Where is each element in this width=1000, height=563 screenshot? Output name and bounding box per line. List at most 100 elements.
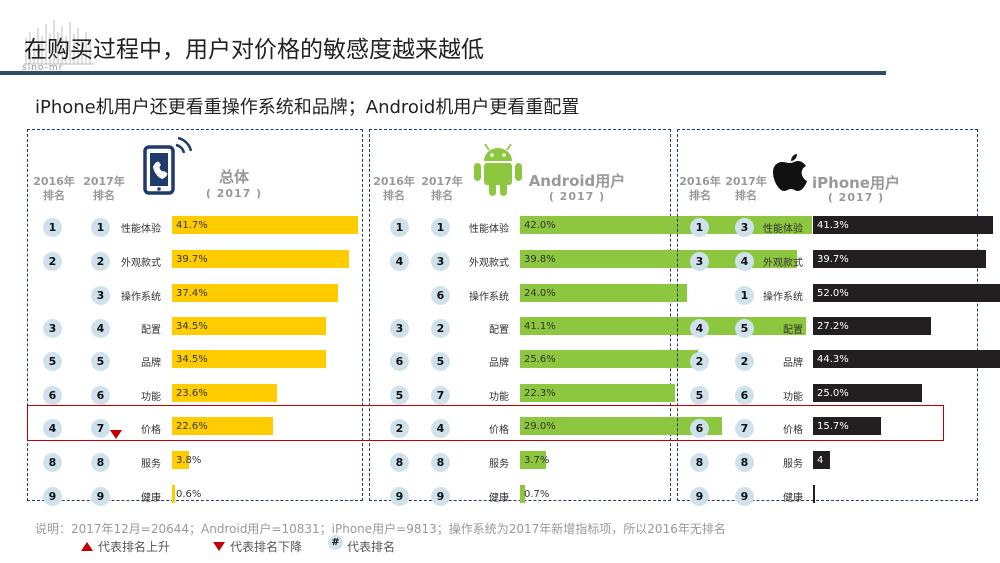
- category-label: 服务: [783, 459, 803, 470]
- bar: [172, 485, 175, 503]
- bar-row-function: 5 7 功能 22.3%: [370, 383, 675, 407]
- rank-down-icon: [110, 430, 122, 439]
- rank-2016-badge: 5: [43, 352, 62, 371]
- category-label: 品牌: [489, 358, 509, 369]
- page-title: 在购买过程中，用户对价格的敏感度越来越低: [24, 37, 484, 63]
- bar-row-price: 2 4 价格 29.0%: [370, 416, 722, 440]
- bar-row-brand: 6 5 品牌 25.6%: [370, 349, 698, 373]
- rank-2017-badge: 7: [431, 386, 450, 405]
- bar-value-label: 22.3%: [524, 388, 556, 399]
- rank-2016-badge: 4: [390, 252, 409, 271]
- rank-2016-badge: 8: [43, 453, 62, 472]
- bar: [813, 451, 831, 469]
- bar-row-health: 9 9 健康: [678, 484, 977, 508]
- bar-row-service: 8 8 服务 3.7%: [370, 450, 670, 474]
- bar-value-label: 34.5%: [176, 354, 208, 365]
- rank-2017-badge: 3: [735, 218, 754, 237]
- bar-row-performance: 1 1 性能体验 42.0%: [370, 215, 812, 239]
- bar-value-label: 34.5%: [176, 321, 208, 332]
- category-label: 配置: [783, 325, 803, 336]
- rank-2016-badge: 5: [690, 386, 709, 405]
- bar: [172, 384, 278, 402]
- bar: [172, 284, 339, 302]
- rank-2017-badge: 6: [431, 286, 450, 305]
- bar-value-label: 39.8%: [524, 254, 556, 265]
- bar-row-appearance: 2 2 外观款式 39.7%: [28, 249, 362, 273]
- bar: [520, 284, 687, 302]
- bar: [813, 384, 922, 402]
- rank-hash-icon: #: [328, 535, 343, 550]
- bar-value-label: 25.0%: [817, 388, 849, 399]
- bar-row-price: 4 7 价格 22.6%: [28, 416, 362, 440]
- bar: [520, 417, 722, 435]
- col-header-2016: 2016年 排名: [679, 175, 721, 202]
- category-label: 服务: [141, 459, 161, 470]
- panel-title: 总体: [218, 168, 249, 186]
- bar-value-label: 23.6%: [176, 388, 208, 399]
- bar: [172, 250, 349, 268]
- bar-row-function: 6 6 功能 23.6%: [28, 383, 362, 407]
- rank-2016-badge: 6: [43, 386, 62, 405]
- rank-2017-badge: 8: [431, 453, 450, 472]
- bar-value-label: 24.0%: [524, 288, 556, 299]
- panel-title: Android用户: [528, 172, 626, 190]
- col-header-2017: 2017年 排名: [83, 175, 125, 202]
- rank-2017-badge: 2: [431, 319, 450, 338]
- bar-row-os: 1 操作系统 52.0%: [678, 283, 1000, 307]
- category-label: 价格: [783, 425, 803, 436]
- bar-value-label: 44.3%: [817, 354, 849, 365]
- bar-row-appearance: 3 4 外观款式 39.7%: [678, 249, 986, 273]
- rank-2016-badge: 5: [390, 386, 409, 405]
- category-label: 健康: [783, 493, 803, 504]
- bar-value-label: 39.7%: [817, 254, 849, 265]
- category-label: 服务: [489, 459, 509, 470]
- rank-2016-badge: 9: [390, 487, 409, 506]
- bar: [172, 317, 326, 335]
- bar: [172, 350, 326, 368]
- android-panel: 2016年 排名 2017年 排名 Android用户 ( 2017 ) 1 1 性…: [369, 129, 812, 506]
- category-label: 功能: [141, 392, 161, 403]
- rank-2016-badge: 9: [43, 487, 62, 506]
- rank-2016-badge: 6: [390, 352, 409, 371]
- bar-row-config: 3 2 配置 41.1%: [370, 316, 806, 340]
- col-header-2016: 2016年 排名: [373, 175, 415, 202]
- rank-2016-badge: 6: [690, 419, 709, 438]
- bar-value-label: 4: [817, 455, 824, 466]
- bar-row-service: 8 8 服务 3.8%: [28, 450, 362, 474]
- rank-2017-badge: 6: [91, 386, 110, 405]
- rank-2017-badge: 3: [431, 252, 450, 271]
- overall-panel: 2016年 排名 2017年 排名 总体 ( 2017 ) 1 1 性能体验 41.7…: [27, 129, 363, 506]
- rank-2016-badge: 2: [690, 352, 709, 371]
- category-label: 性能体验: [763, 224, 803, 235]
- category-label: 操作系统: [469, 292, 509, 303]
- bar: [520, 384, 675, 402]
- category-label: 配置: [141, 325, 161, 336]
- bar-row-price: 6 7 价格 15.7%: [678, 416, 977, 440]
- bar: [813, 317, 932, 335]
- bar-row-config: 4 5 配置 27.2%: [678, 316, 977, 340]
- category-label: 性能体验: [121, 224, 161, 235]
- category-label: 操作系统: [121, 292, 161, 303]
- bar-row-function: 5 6 功能 25.0%: [678, 383, 977, 407]
- rank-2016-badge: 3: [43, 319, 62, 338]
- bar: [520, 485, 525, 503]
- bar-row-performance: 1 1 性能体验 41.7%: [28, 215, 362, 239]
- title-divider: [0, 71, 886, 75]
- category-label: 价格: [489, 425, 509, 436]
- rank-2017-badge: 8: [91, 453, 110, 472]
- rank-2017-badge: 7: [91, 419, 110, 438]
- bar-row-health: 9 9 健康 0.7%: [370, 484, 670, 508]
- category-label: 价格: [141, 425, 161, 436]
- page-subtitle: iPhone机用户还更看重操作系统和品牌；Android机用户更看重配置: [35, 97, 580, 118]
- category-label: 功能: [783, 392, 803, 403]
- rank-2017-badge: 6: [735, 386, 754, 405]
- bar-value-label: 41.7%: [176, 220, 208, 231]
- bar-value-label: 0.7%: [524, 489, 550, 500]
- rank-2016-badge: 8: [690, 453, 709, 472]
- apple-icon: [773, 154, 807, 191]
- bar-row-brand: 5 5 品牌 34.5%: [28, 349, 362, 373]
- bar-row-performance: 1 3 性能体验 41.3%: [678, 215, 993, 239]
- rank-2016-badge: 9: [690, 487, 709, 506]
- rank-2016-badge: 4: [43, 419, 62, 438]
- rank-2016-badge: 4: [690, 319, 709, 338]
